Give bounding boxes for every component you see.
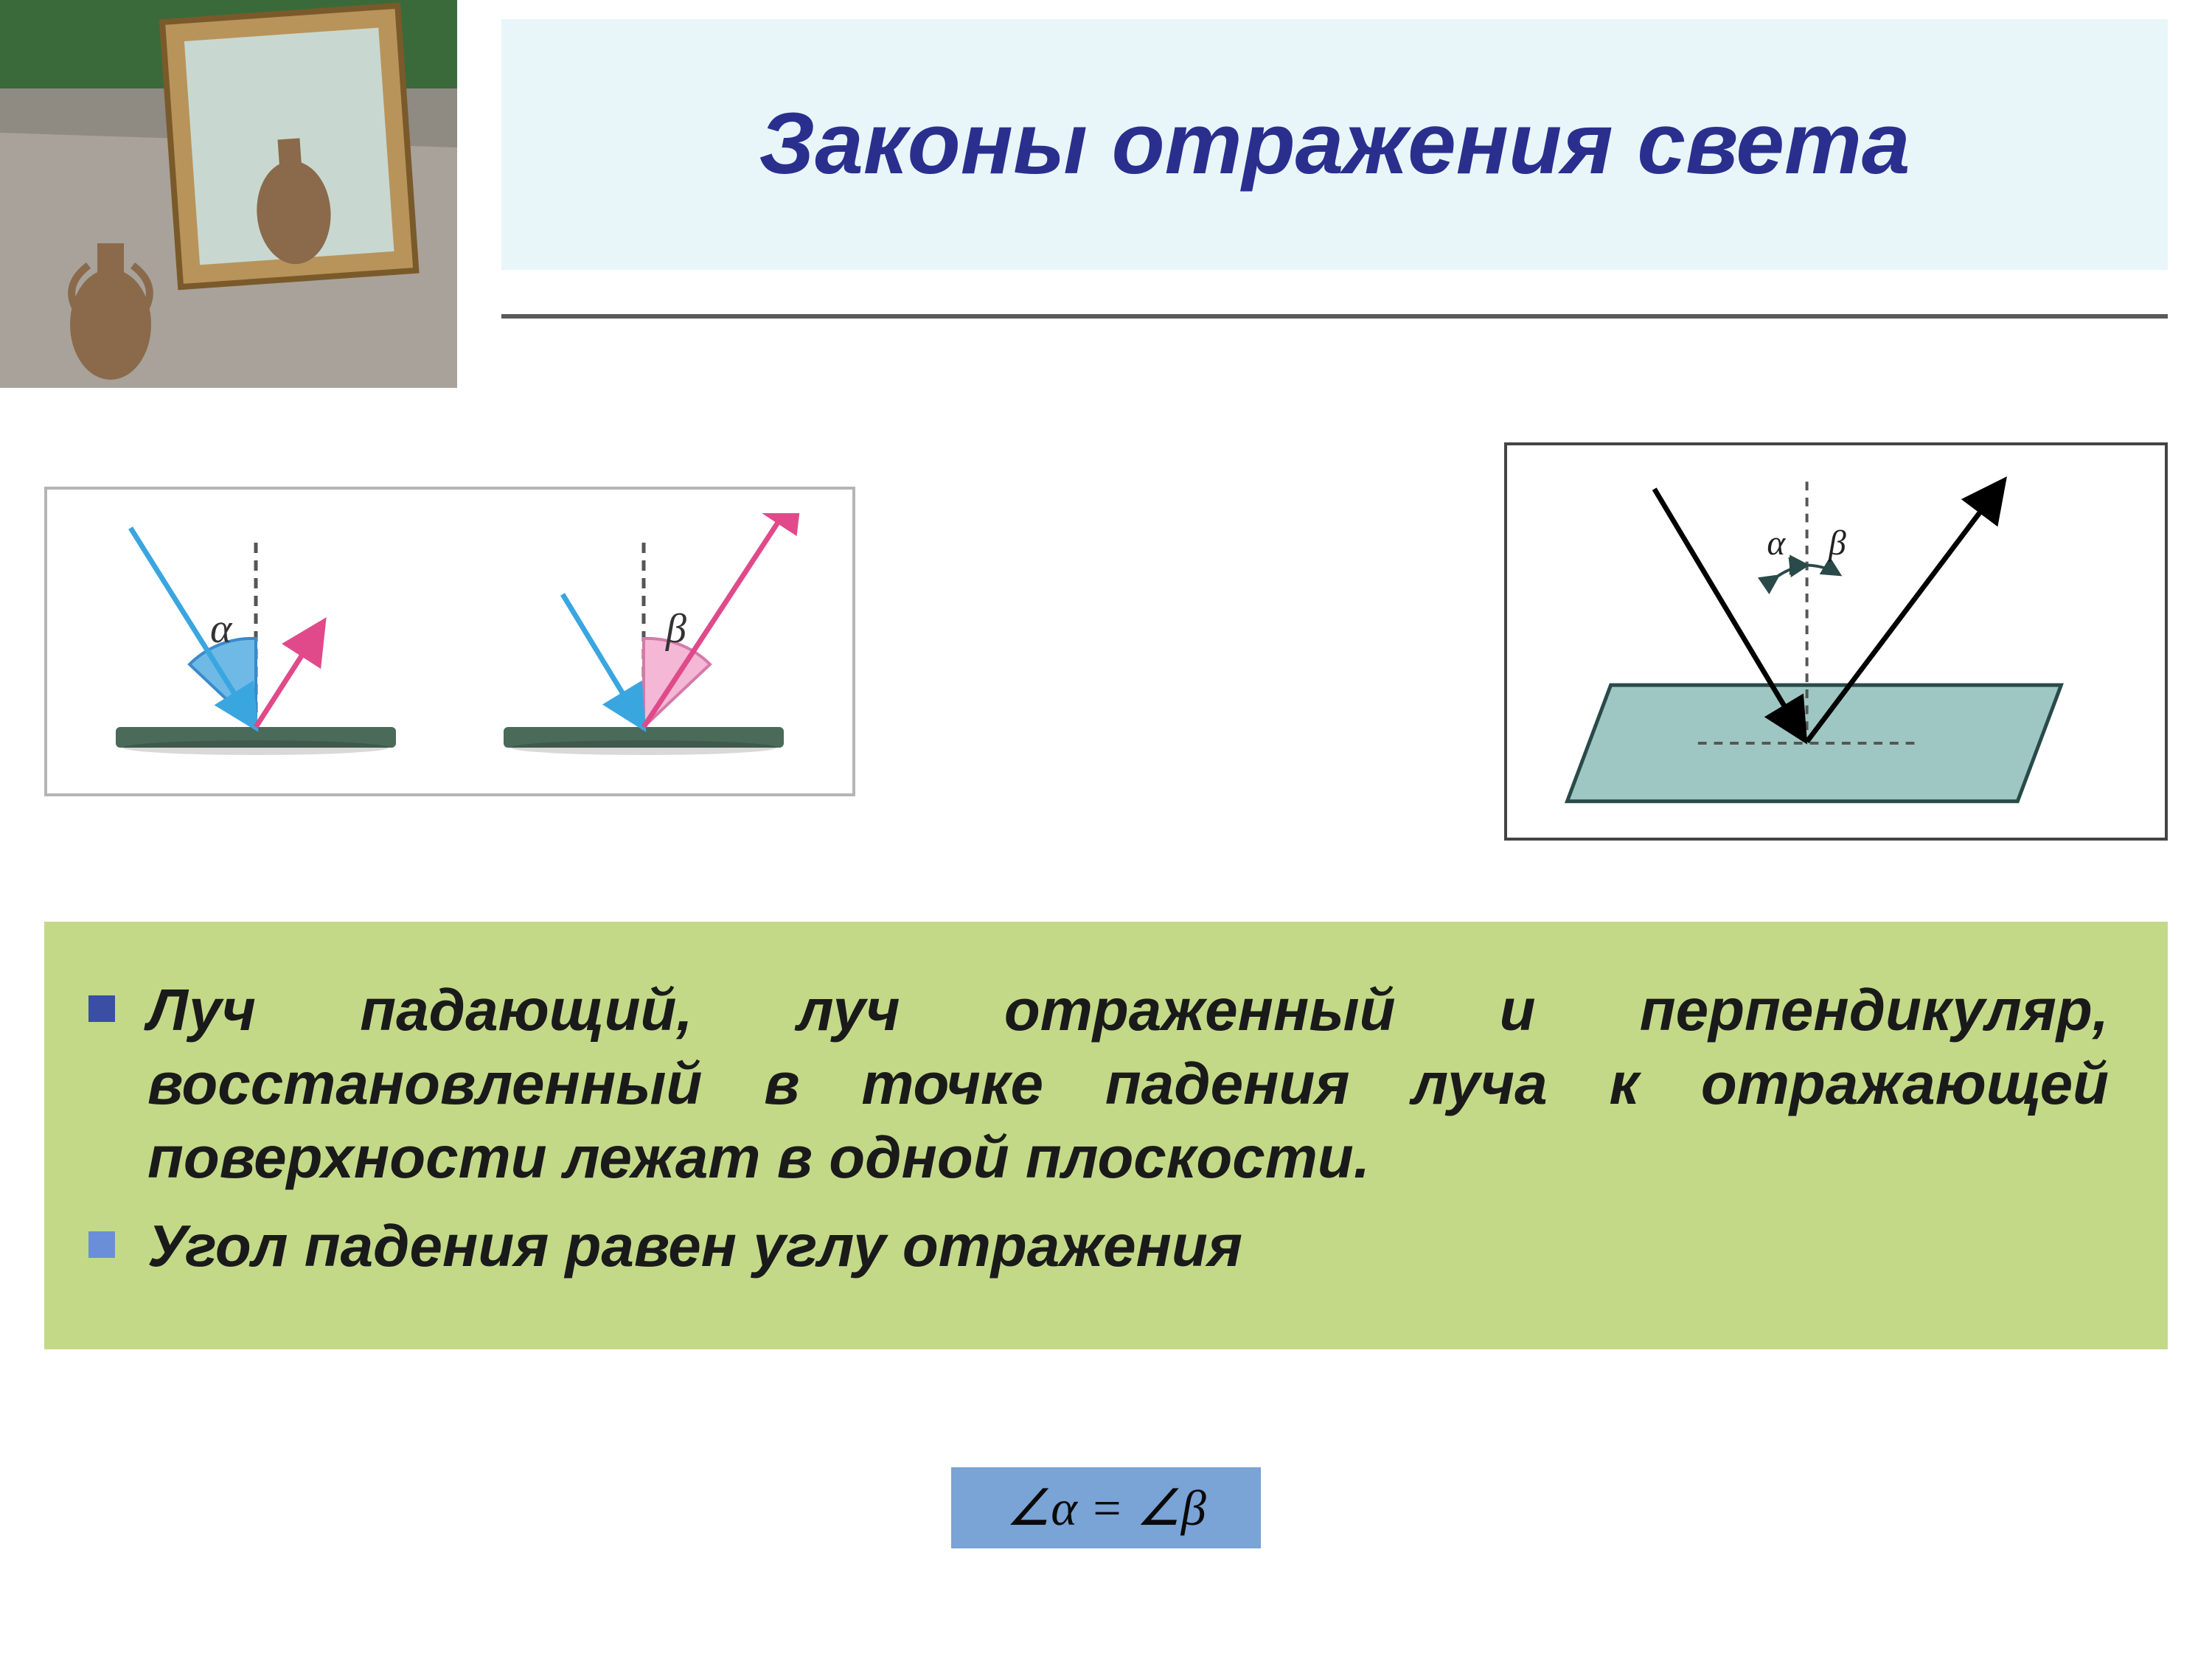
alpha-label: α <box>210 606 233 652</box>
slide-title: Законы отражения света <box>501 19 2168 270</box>
mirror-vase-illustration <box>0 0 457 388</box>
diagram-row: α <box>44 442 2168 841</box>
title-divider <box>501 314 2168 319</box>
right-alpha-label: α <box>1767 524 1786 563</box>
title-text: Законы отражения света <box>759 90 1910 199</box>
law-item-1: Луч падающий, луч отраженный и перпендик… <box>147 973 2109 1194</box>
diagram-beta: β <box>474 513 813 764</box>
right-beta-label: β <box>1828 524 1846 563</box>
laws-text-box: Луч падающий, луч отраженный и перпендик… <box>44 922 2168 1349</box>
law-item-2: Угол падения равен углу отражения <box>147 1209 2109 1283</box>
beta-label: β <box>665 606 686 652</box>
formula-box: ∠α = ∠β <box>951 1467 1261 1548</box>
diagram-left-panel: α <box>44 487 855 796</box>
formula-text: ∠α = ∠β <box>1006 1479 1206 1537</box>
diagram-alpha: α <box>86 513 425 764</box>
diagram-right-panel: α β <box>1504 442 2168 841</box>
decorative-photo <box>0 0 457 388</box>
